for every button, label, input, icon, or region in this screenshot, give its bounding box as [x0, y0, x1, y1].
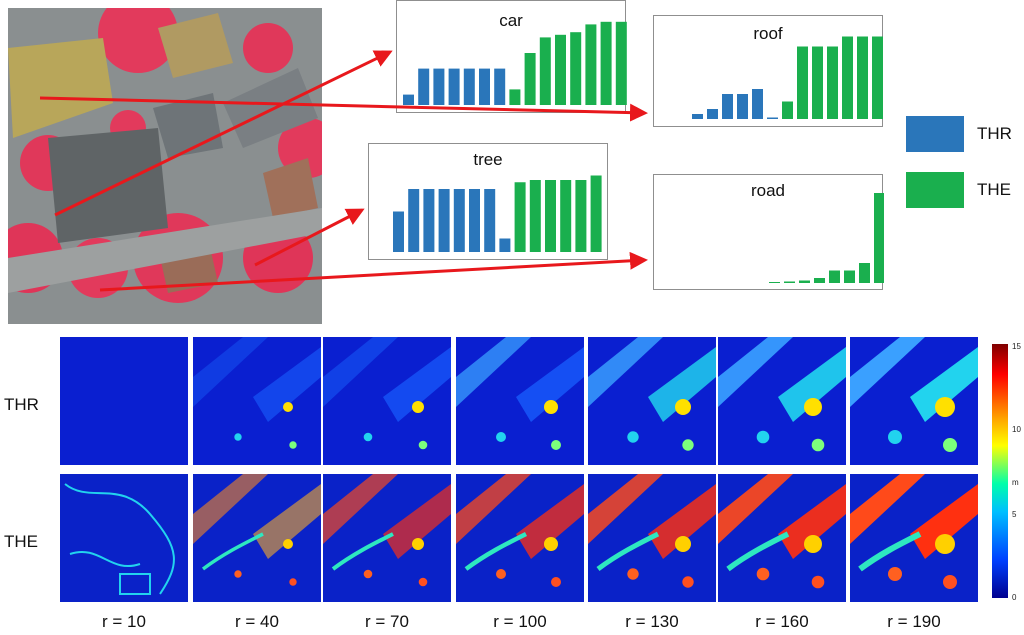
radius-label: r = 10 [102, 612, 146, 631]
bar-thr [393, 211, 404, 252]
height-map-tile [588, 337, 716, 465]
bar-the [570, 32, 582, 106]
bar-thr [408, 189, 420, 252]
bar-plot [692, 36, 883, 119]
bar-thr [692, 114, 703, 119]
height-map-tile [456, 474, 584, 602]
bar-the [600, 21, 612, 105]
bar-the [844, 270, 855, 283]
bar-the [524, 53, 536, 105]
radius-label: r = 40 [235, 612, 279, 631]
height-map-tile [60, 474, 188, 602]
chart-title: road [750, 181, 786, 200]
legend-label-thr: THR [977, 124, 1012, 143]
chart-car: car [396, 0, 627, 113]
bar-thr [479, 68, 490, 105]
bar-the [782, 101, 793, 119]
bar-the [585, 24, 597, 105]
bar-the [859, 263, 870, 283]
row-label-thr: THR [4, 395, 39, 414]
bar-the [560, 180, 572, 252]
radius-label: r = 70 [365, 612, 409, 631]
height-map-tile [456, 337, 584, 465]
colorbar-tick: 15 [1012, 342, 1021, 351]
bar-the [539, 37, 551, 105]
bar-thr [453, 189, 465, 252]
bar-the [555, 34, 566, 105]
chart-title: roof [753, 24, 783, 43]
chart-title: tree [473, 150, 503, 169]
row-label-the: THE [4, 532, 38, 551]
bar-thr [433, 68, 445, 105]
bar-the [872, 36, 883, 119]
height-map-tile [323, 337, 451, 465]
height-map-tile [193, 337, 321, 465]
bar-the [590, 175, 602, 252]
height-map-tile [850, 337, 978, 465]
bar-thr [737, 94, 748, 119]
bar-the [814, 278, 825, 283]
bar-thr [418, 68, 430, 105]
bar-thr [463, 68, 475, 105]
bar-the [797, 46, 808, 119]
bar-thr [722, 94, 733, 119]
height-map-tile [850, 474, 978, 602]
height-map-tile [718, 474, 846, 602]
bar-the [509, 89, 521, 105]
height-map-tile [193, 474, 321, 602]
colorbar-unit: m [1012, 478, 1019, 487]
bar-thr [494, 68, 506, 105]
bar-thr [469, 189, 480, 252]
chart-road: road [653, 174, 884, 290]
height-map-tile [323, 474, 451, 602]
bar-the [615, 21, 627, 105]
bar-thr [403, 94, 414, 105]
bar-the [827, 46, 838, 119]
bar-thr [499, 238, 511, 252]
bar-the [575, 180, 587, 252]
bar-the [842, 36, 853, 119]
radius-label: r = 160 [755, 612, 809, 631]
chart-title: car [499, 11, 523, 30]
colorbar-tick: 0 [1012, 593, 1017, 602]
aerial-image [8, 8, 322, 324]
radius-label: r = 100 [493, 612, 547, 631]
chart-tree: tree [368, 143, 608, 260]
bar-thr [448, 68, 460, 105]
bar-the [529, 180, 541, 252]
radius-label: r = 190 [887, 612, 941, 631]
legend-swatch-the [906, 172, 964, 208]
bar-the [812, 46, 823, 119]
bar-thr [423, 189, 435, 252]
bar-thr [752, 89, 763, 119]
bar-the [799, 280, 810, 283]
bar-plot [393, 175, 602, 252]
height-map-tile [718, 337, 846, 465]
bar-thr [438, 189, 450, 252]
bar-the [514, 182, 526, 252]
bar-the [545, 180, 556, 252]
colorbar-tick: 5 [1012, 510, 1017, 519]
height-map-tile [60, 337, 188, 465]
bar-plot [769, 193, 884, 283]
legend-swatch-thr [906, 116, 964, 152]
bar-thr [484, 189, 496, 252]
bar-the [769, 282, 780, 283]
bar-plot [403, 21, 627, 106]
bar-the [874, 193, 884, 283]
bar-thr [767, 117, 778, 119]
bar-the [857, 36, 868, 119]
bar-the [829, 270, 840, 283]
height-map-tile [588, 474, 716, 602]
colorbar-tick: 10 [1012, 425, 1021, 434]
bar-thr [707, 109, 718, 119]
colorbar [992, 344, 1008, 598]
legend-label-the: THE [977, 180, 1011, 199]
radius-label: r = 130 [625, 612, 679, 631]
chart-roof: roof [653, 15, 883, 127]
bar-the [784, 281, 795, 283]
